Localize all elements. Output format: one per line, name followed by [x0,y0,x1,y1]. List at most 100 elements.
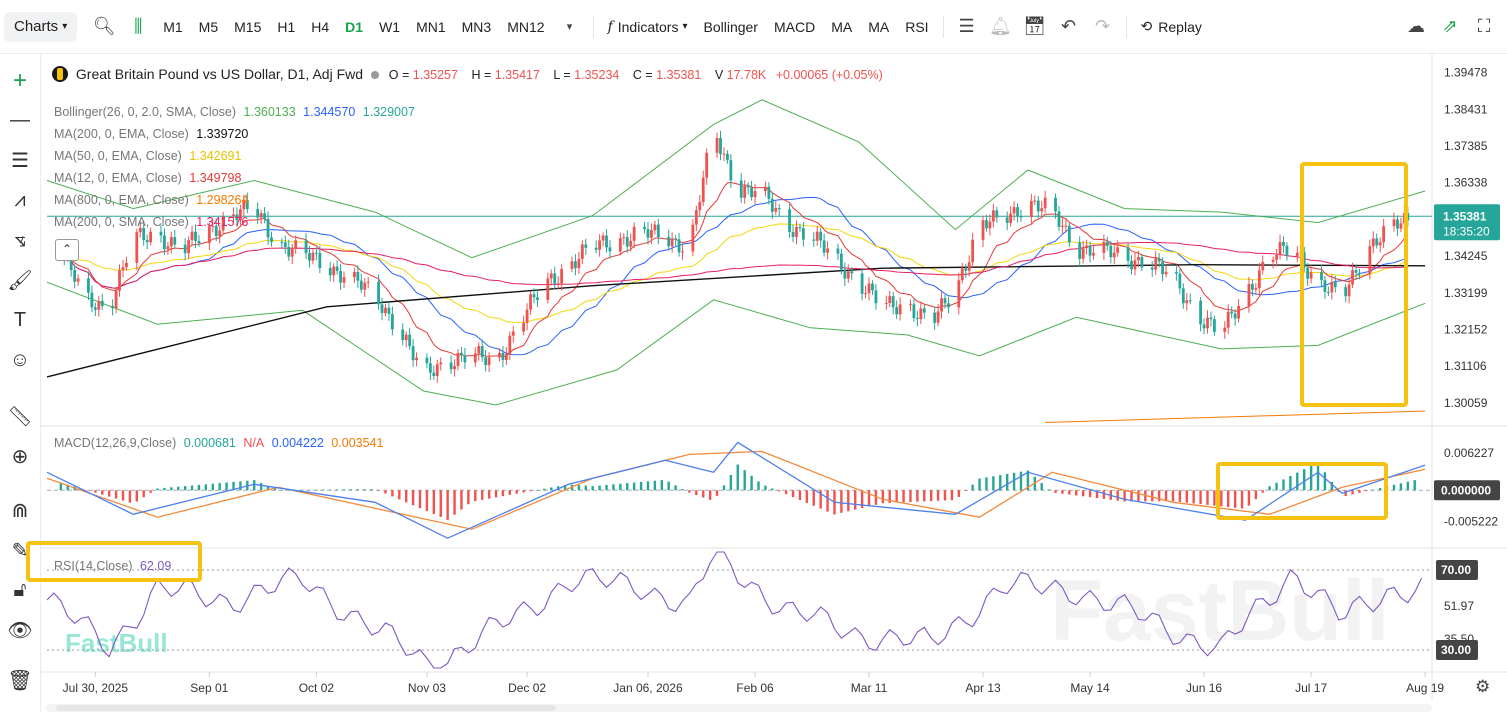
legend-ma800[interactable]: MA(800, 0, EMA, Close) 1.298264 [54,193,252,207]
macd-histogram-bar [784,490,788,495]
timeframe-m15[interactable]: M15 [234,18,262,35]
candle-body [207,226,211,244]
candle-body [909,304,912,306]
timeframe-m1[interactable]: M1 [163,18,183,35]
popout-icon[interactable]: ⇗ [1442,16,1458,36]
emoji-icon[interactable]: ☺ [9,348,31,371]
macd-histogram-bar [1220,490,1223,507]
ruler-icon[interactable]: 📏︎ [7,405,33,428]
magnet-icon[interactable]: ⋒ [11,499,29,522]
macd-histogram-bar [999,475,1002,491]
text-tool-icon[interactable]: T [13,308,27,331]
time-scrollbar-thumb[interactable] [56,705,556,711]
close-value: 1.35381 [656,68,702,82]
candle [957,272,961,315]
candle-body [625,237,629,247]
macd-histogram-bar [543,488,546,491]
candle-body [774,208,778,212]
candle [125,256,128,271]
candle [1040,201,1044,218]
legend-macd[interactable]: MACD(12,26,9,Close) 0.000681 N/A 0.00422… [54,436,387,450]
crosshair-icon[interactable]: + [12,67,27,94]
undo-icon[interactable]: ↶ [1061,16,1077,36]
indicators-button[interactable]: f Indicators ▾ [600,12,696,42]
candle [1295,246,1299,263]
search-icon[interactable]: 🔍︎ [92,16,116,36]
macd-histogram-bar [1392,484,1396,491]
candle [328,261,332,282]
candle [142,220,146,246]
timeframe-h1[interactable]: H1 [277,18,296,35]
timeframe-m5[interactable]: M5 [198,18,219,35]
delete-icon[interactable]: 🗑︎ [7,669,33,692]
lock-icon[interactable]: 🔓︎ [13,578,27,601]
quick-indicator-bollinger[interactable]: Bollinger [703,18,758,35]
replay-button[interactable]: ⟲ Replay [1133,12,1210,42]
candle [1285,242,1289,261]
legend-value-middle: 1.344570 [303,105,356,119]
candle [453,359,456,377]
timeframe-h4[interactable]: H4 [311,18,330,35]
quick-indicator-rsi[interactable]: RSI [905,18,929,35]
candle-body [667,236,671,247]
candle-body [1206,317,1209,329]
candle [87,271,90,300]
candle-body [674,238,678,240]
timeframe-mn12[interactable]: MN12 [507,18,545,35]
candle-body [656,224,660,237]
candle [584,238,588,256]
template-icon[interactable]: ☰ [958,16,975,36]
quick-indicator-macd[interactable]: MACD [773,18,816,35]
timeframe-w1[interactable]: W1 [379,18,401,35]
candle-body [553,273,557,284]
charts-menu-button[interactable]: Charts ▾ [4,11,78,42]
candle-body [698,201,702,211]
timeframe-d1[interactable]: D1 [345,18,364,35]
calendar-icon[interactable]: 📅︎ [1023,16,1046,36]
candle-body [183,244,187,254]
collapse-legend-button[interactable]: ⌃ [55,239,79,261]
macd-histogram-bar [342,489,346,491]
alert-icon[interactable]: 🔔︎ [989,16,1012,36]
candle [891,292,895,315]
macd-histogram-bar [522,490,525,493]
legend-ma200-sma[interactable]: MA(200, 0, SMA, Close) 1.341576 [54,215,252,229]
macd-histogram-bar [135,490,139,502]
macd-histogram-bar [170,487,173,491]
horizontal-lines-icon[interactable]: ☰ [11,149,29,172]
zoom-in-icon[interactable]: ⊕ [11,445,29,468]
macd-histogram-bar [253,480,256,491]
candle-body [173,237,177,245]
gear-icon[interactable]: ⚙ [1475,677,1491,696]
legend-ma200[interactable]: MA(200, 0, EMA, Close) 1.339720 [54,127,252,141]
candle [235,207,239,227]
candle [456,349,460,371]
candle [1054,193,1057,219]
fullscreen-icon[interactable]: ⛶ [1477,16,1491,36]
wave-pattern-icon[interactable]: ⩘ [14,188,26,211]
brush-icon[interactable]: 🖌︎ [7,269,33,292]
redo-icon[interactable]: ↷ [1095,16,1111,36]
candle-body [498,352,501,358]
timeframe-mn3[interactable]: MN3 [461,18,492,35]
time-scrollbar[interactable] [46,704,1432,712]
macd-histogram-bar [1178,490,1182,502]
drawing-mode-icon[interactable]: ✎ [11,539,29,562]
timeframe-mn1[interactable]: MN1 [416,18,446,35]
visibility-icon[interactable]: 👁︎ [7,619,33,642]
quick-indicator-ma[interactable]: MA [831,18,853,35]
legend-bollinger[interactable]: Bollinger(26, 0, 2.0, SMA, Close) 1.3601… [54,105,419,119]
quick-indicator-ma-2[interactable]: MA [868,18,890,35]
chevron-down-icon[interactable]: ▾ [566,21,573,33]
legend-ma12[interactable]: MA(12, 0, EMA, Close) 1.349798 [54,171,245,185]
trend-line-icon[interactable]: — [10,108,30,131]
legend-rsi[interactable]: RSI(14,Close) 62.09 [54,559,175,573]
candle [674,235,678,246]
fib-tool-icon[interactable]: ⦪ [14,228,26,251]
cloud-icon[interactable]: ☁︎ [1407,16,1425,36]
candle [605,229,608,253]
candle-type-icon[interactable]: ⫼ [134,16,143,36]
macd-histogram-bar [819,490,822,509]
legend-ma50[interactable]: MA(50, 0, EMA, Close) 1.342691 [54,149,245,163]
